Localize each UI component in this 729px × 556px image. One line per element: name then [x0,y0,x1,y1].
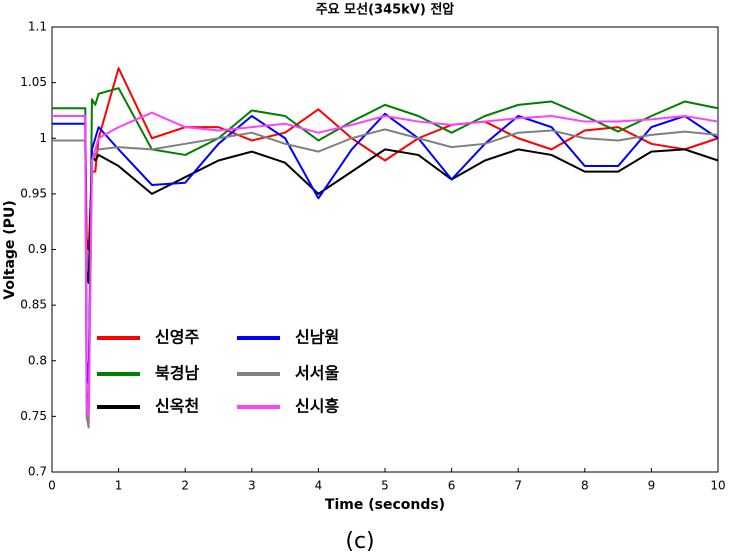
y-axis-label: Voltage (PU) [2,200,18,299]
series-line [52,139,719,284]
legend-label: 서서울 [295,364,339,383]
chart-title: 주요 모선(345kV) 전압 [316,2,455,18]
x-tick-label: 8 [581,479,589,493]
caption: (c) [345,529,374,554]
series-line [52,111,719,418]
x-tick-label: 7 [514,479,522,493]
y-tick-label: 0.95 [20,186,47,200]
x-tick-label: 3 [248,479,256,493]
y-tick-label: 0.8 [28,353,47,367]
y-tick-label: 0.9 [28,242,47,256]
series-line [52,128,719,429]
series-line [52,87,719,407]
x-tick-label: 4 [315,479,323,493]
y-tick-label: 1.1 [28,20,47,34]
x-tick-label: 9 [648,479,656,493]
plot-frame [51,26,719,473]
y-tick-label: 1.05 [20,75,47,89]
x-tick-label: 6 [448,479,456,493]
x-tick-label: 10 [710,479,725,493]
legend-label: 북경남 [155,364,199,383]
legend-label: 신남원 [295,328,339,347]
x-axis-label: Time (seconds) [325,497,445,513]
series-line [52,67,719,251]
legend-label: 신영주 [155,328,199,347]
x-tick-label: 0 [48,479,56,493]
y-tick-label: 0.7 [28,465,47,479]
y-tick-label: 0.85 [20,298,47,312]
y-tick-label: 1 [39,131,47,145]
legend-label: 신시흥 [295,397,339,416]
series-line [52,112,719,384]
x-tick-label: 1 [115,479,123,493]
y-tick-label: 0.75 [20,409,47,423]
legend-label: 신옥천 [155,397,199,416]
x-tick-label: 2 [181,479,189,493]
x-tick-label: 5 [381,479,389,493]
